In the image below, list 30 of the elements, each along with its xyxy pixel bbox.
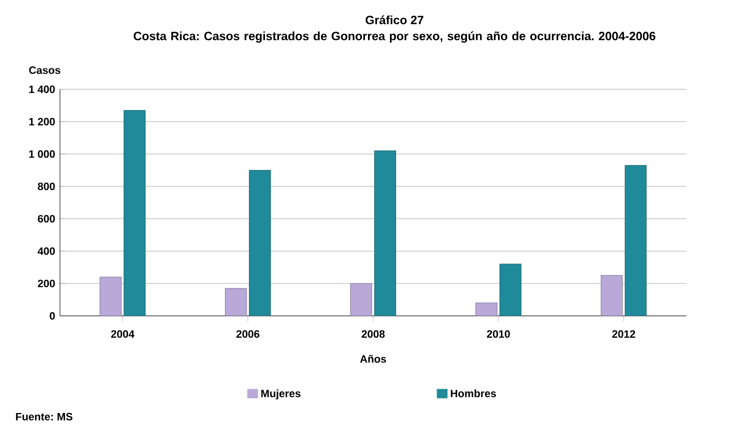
bar (350, 283, 372, 316)
y-tick-label: 200 (38, 280, 55, 288)
bar (600, 275, 623, 316)
y-tick-label: 1 400 (29, 85, 55, 94)
bar (374, 150, 396, 316)
chart-title: Gráfico 27 (366, 15, 424, 24)
y-tick-label: 600 (38, 214, 55, 222)
bar (224, 288, 247, 316)
x-tick-label: 2008 (362, 330, 385, 338)
y-tick-label: 1 200 (29, 118, 55, 126)
y-tick-label: 0 (50, 312, 55, 320)
bar (124, 110, 146, 316)
x-tick-label: 2006 (236, 330, 260, 338)
y-tick-label: 400 (38, 247, 55, 255)
y-tick-label: 800 (38, 182, 55, 190)
legend-label: Hombres (450, 389, 496, 398)
bar (248, 170, 271, 316)
x-axis-title: Años (360, 354, 386, 363)
bar (624, 165, 647, 316)
x-tick-label: 2010 (486, 330, 510, 338)
x-tick-label: 2004 (111, 330, 134, 338)
legend-label: Mujeres (261, 389, 300, 400)
y-tick-label: 1 000 (29, 150, 55, 158)
x-tick-label: 2012 (612, 330, 636, 338)
bar (100, 276, 122, 316)
y-axis-title: Casos (29, 66, 60, 74)
chart-subtitle: Costa Rica: Casos registrados de Gonorrea por sexo, según año de ocurrencia. 2004-2006 (134, 31, 656, 43)
bar (500, 264, 522, 316)
bar (476, 302, 498, 316)
source-note: Fuente: MS (16, 412, 72, 420)
